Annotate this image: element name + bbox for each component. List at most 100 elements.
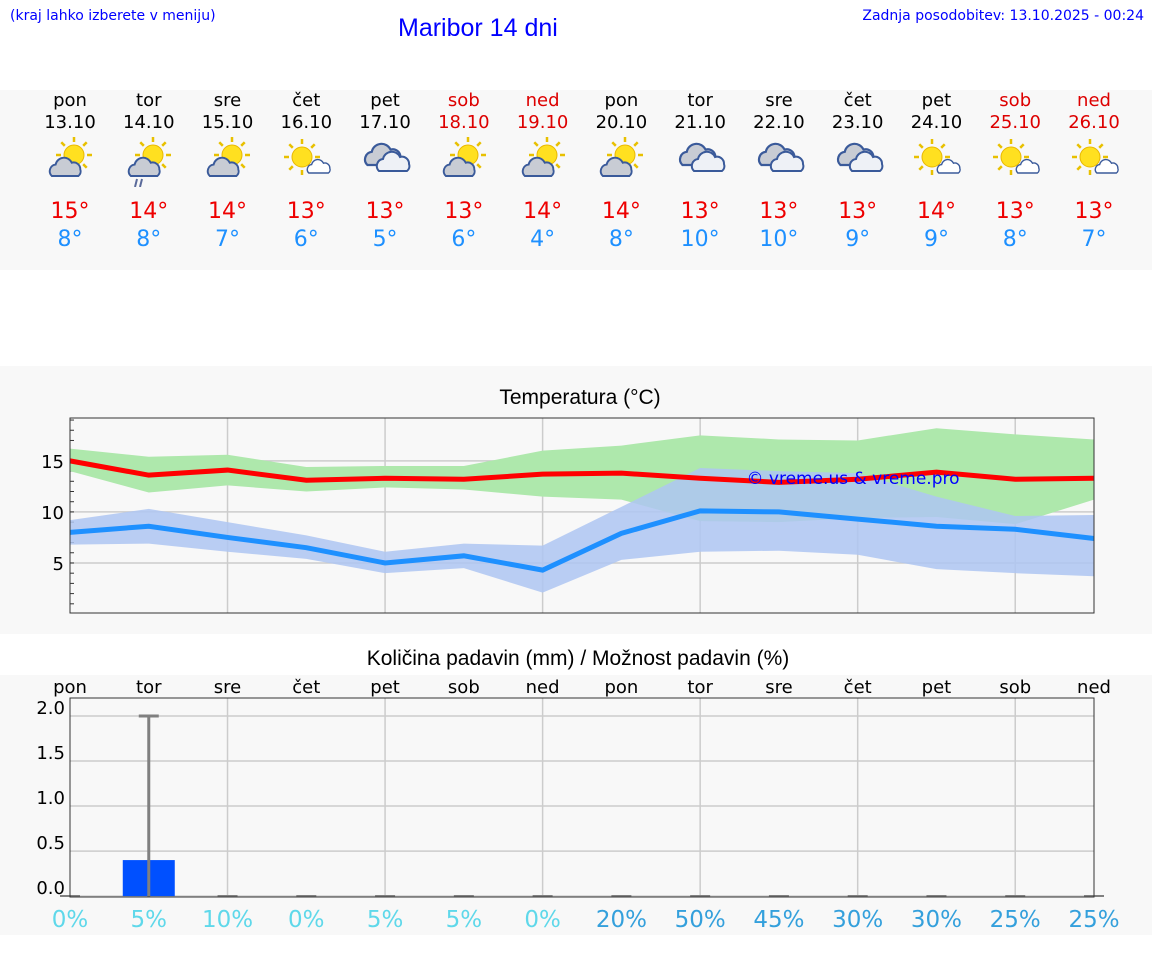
precip-probability: 0% bbox=[524, 907, 561, 933]
x-category-label: pet bbox=[370, 677, 400, 698]
precipitation-plot-frame bbox=[69, 697, 1095, 898]
min-temp: 9° bbox=[923, 227, 949, 252]
precipitation-chart-title: Količina padavin (mm) / Možnost padavin … bbox=[366, 647, 790, 670]
y-tick-label: 5 bbox=[53, 554, 64, 575]
y-tick-label: 1.5 bbox=[36, 743, 65, 764]
day-date: 14.10 bbox=[123, 112, 175, 133]
cloudy-icon bbox=[818, 134, 898, 190]
precip-probability: 30% bbox=[911, 907, 962, 933]
precip-probability: 0% bbox=[52, 907, 89, 933]
y-tick-label: 10 bbox=[41, 503, 64, 524]
min-temp: 4° bbox=[530, 227, 556, 252]
temperature-plot-frame bbox=[69, 417, 1095, 614]
x-category-label: pon bbox=[604, 677, 638, 698]
day-column: pon 20.10 14° 8° bbox=[581, 90, 661, 254]
min-temp: 8° bbox=[608, 227, 634, 252]
sun-cloud-icon bbox=[581, 134, 661, 190]
cloudy-icon bbox=[739, 134, 819, 190]
sun-cloud-icon bbox=[424, 134, 504, 190]
max-temp: 13° bbox=[286, 199, 326, 224]
precip-probability: 25% bbox=[990, 907, 1041, 933]
x-category-label: sob bbox=[999, 677, 1031, 698]
day-name: sob bbox=[999, 90, 1032, 111]
min-range-band bbox=[70, 468, 1094, 593]
min-temp: 8° bbox=[136, 227, 162, 252]
day-date: 26.10 bbox=[1068, 112, 1120, 133]
day-date: 25.10 bbox=[989, 112, 1041, 133]
sun-cloud-rain-icon bbox=[109, 134, 189, 190]
day-date: 19.10 bbox=[516, 112, 569, 133]
x-category-label: tor bbox=[687, 677, 713, 698]
day-column: čet 16.10 13° 6° bbox=[266, 90, 346, 254]
x-category-label: sre bbox=[765, 677, 792, 698]
max-temp: 13° bbox=[838, 199, 878, 224]
x-category-label: sre bbox=[214, 677, 241, 698]
cloudy-icon bbox=[345, 134, 425, 190]
precip-probability: 5% bbox=[446, 907, 483, 933]
min-temp: 10° bbox=[680, 227, 720, 252]
day-date: 20.10 bbox=[595, 112, 648, 133]
max-temp: 14° bbox=[208, 199, 248, 224]
day-date: 23.10 bbox=[831, 112, 884, 133]
min-temp: 7° bbox=[1081, 227, 1107, 252]
location-hint[interactable]: (kraj lahko izberete v meniju) bbox=[10, 8, 216, 24]
max-temp-line bbox=[69, 458, 1095, 485]
day-date: 18.10 bbox=[438, 112, 490, 133]
x-category-label: pon bbox=[53, 677, 87, 698]
day-name: pet bbox=[370, 90, 400, 111]
cloudy-icon bbox=[660, 134, 740, 190]
day-column: čet 23.10 13° 9° bbox=[818, 90, 898, 254]
day-column: sre 15.10 14° 7° bbox=[188, 90, 268, 254]
day-name: pon bbox=[53, 90, 87, 111]
max-temp: 13° bbox=[365, 199, 405, 224]
max-temp: 13° bbox=[995, 199, 1035, 224]
max-temp: 14° bbox=[601, 199, 641, 224]
day-column: tor 14.10 14° 8° bbox=[109, 90, 189, 254]
day-date: 21.10 bbox=[674, 112, 726, 133]
day-name: pon bbox=[604, 90, 639, 111]
precip-probability: 50% bbox=[675, 907, 726, 933]
precip-probability: 20% bbox=[596, 907, 647, 933]
day-name: sre bbox=[213, 90, 242, 111]
day-name: tor bbox=[136, 90, 162, 111]
sun-cloud-icon bbox=[188, 134, 268, 190]
x-category-label: ned bbox=[1077, 677, 1111, 698]
max-temp: 13° bbox=[680, 199, 720, 224]
min-temp: 8° bbox=[57, 227, 83, 252]
max-temp: 13° bbox=[1074, 199, 1114, 224]
day-name: tor bbox=[687, 90, 713, 111]
precip-probability: 5% bbox=[367, 907, 404, 933]
min-temp: 8° bbox=[1002, 227, 1028, 252]
sun-cloud-icon bbox=[503, 134, 583, 190]
day-name: ned bbox=[525, 90, 560, 111]
page-title: Maribor 14 dni bbox=[398, 14, 558, 42]
precip-probability: 30% bbox=[832, 907, 883, 933]
precip-probability: 45% bbox=[753, 907, 804, 933]
temperature-chart-title: Temperatura (°C) bbox=[499, 386, 661, 409]
y-tick-label: 2.0 bbox=[36, 698, 65, 719]
max-temp: 14° bbox=[916, 199, 956, 224]
y-tick-label: 0.0 bbox=[36, 878, 65, 899]
day-date: 17.10 bbox=[359, 112, 411, 133]
day-column: sob 25.10 13° 8° bbox=[975, 90, 1055, 254]
min-temp: 5° bbox=[372, 227, 398, 252]
day-column: ned 19.10 14° 4° bbox=[503, 90, 583, 254]
precip-probability: 25% bbox=[1068, 907, 1119, 933]
day-name: pet bbox=[921, 90, 952, 111]
day-date: 15.10 bbox=[201, 112, 254, 133]
y-tick-label: 0.5 bbox=[36, 833, 65, 854]
max-temp: 14° bbox=[523, 199, 563, 224]
watermark: © vreme.us & vreme.pro bbox=[746, 469, 959, 489]
day-name: sre bbox=[765, 90, 793, 111]
day-name: čet bbox=[292, 90, 321, 111]
precip-probability: 5% bbox=[131, 907, 168, 933]
y-tick-label: 15 bbox=[41, 452, 64, 473]
day-name: sob bbox=[447, 90, 480, 111]
sun-small-cloud-icon bbox=[1054, 134, 1134, 190]
x-category-label: tor bbox=[136, 677, 162, 698]
day-column: pet 17.10 13° 5° bbox=[345, 90, 425, 254]
min-temp: 10° bbox=[759, 227, 799, 252]
max-temp: 13° bbox=[444, 199, 484, 224]
day-column: pon 13.10 15° 8° bbox=[30, 90, 110, 254]
day-date: 13.10 bbox=[44, 112, 96, 133]
